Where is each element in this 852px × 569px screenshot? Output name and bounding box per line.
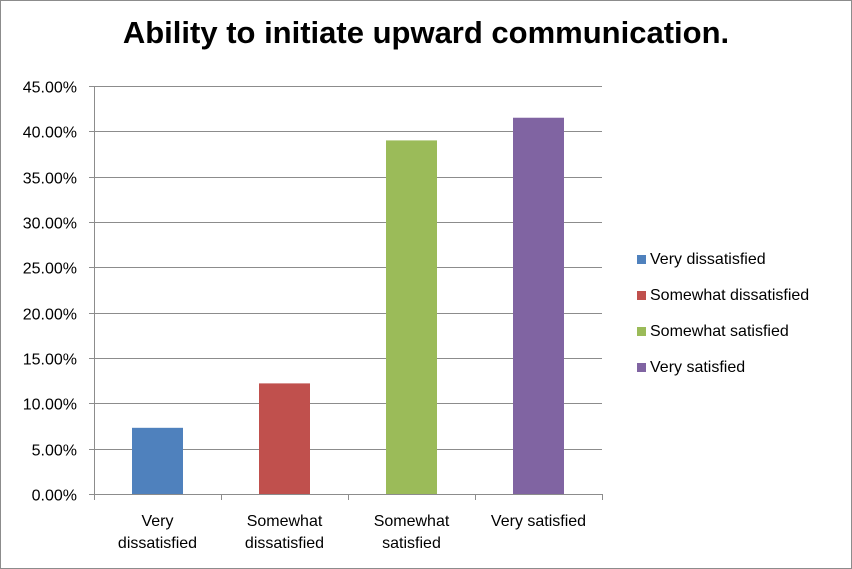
y-tick-label: 30.00% — [23, 216, 77, 233]
legend-label: Very dissatisfied — [650, 251, 766, 268]
x-tick-label: Very — [141, 513, 173, 530]
y-tick-label: 40.00% — [23, 125, 77, 142]
legend-swatch — [637, 327, 646, 336]
bar-0 — [132, 427, 183, 494]
bar-3 — [513, 117, 564, 494]
y-tick-label: 20.00% — [23, 307, 77, 324]
y-tick-label: 15.00% — [23, 352, 77, 369]
bar-2 — [386, 140, 437, 494]
x-tick-label: Somewhat — [247, 513, 323, 530]
x-tick-label: dissatisfied — [245, 535, 324, 552]
x-tick-label: satisfied — [382, 535, 441, 552]
y-tick-label: 45.00% — [23, 80, 77, 97]
bar-1 — [259, 383, 310, 494]
chart-title: Ability to initiate upward communication… — [122, 15, 730, 50]
legend-label: Somewhat dissatisfied — [650, 287, 810, 304]
x-tick-label: Somewhat — [374, 513, 450, 530]
y-tick-label: 0.00% — [32, 488, 77, 505]
y-tick-label: 10.00% — [23, 397, 77, 414]
x-tick-label: Very satisfied — [491, 513, 586, 530]
legend-label: Very satisfied — [650, 359, 746, 376]
x-tick-label: dissatisfied — [118, 535, 197, 552]
legend-swatch — [637, 291, 646, 300]
y-tick-label: 35.00% — [23, 171, 77, 188]
legend-swatch — [637, 363, 646, 372]
y-tick-label: 25.00% — [23, 261, 77, 278]
y-tick-label: 5.00% — [32, 443, 77, 460]
legend-label: Somewhat satisfied — [650, 323, 789, 340]
legend-swatch — [637, 255, 646, 264]
